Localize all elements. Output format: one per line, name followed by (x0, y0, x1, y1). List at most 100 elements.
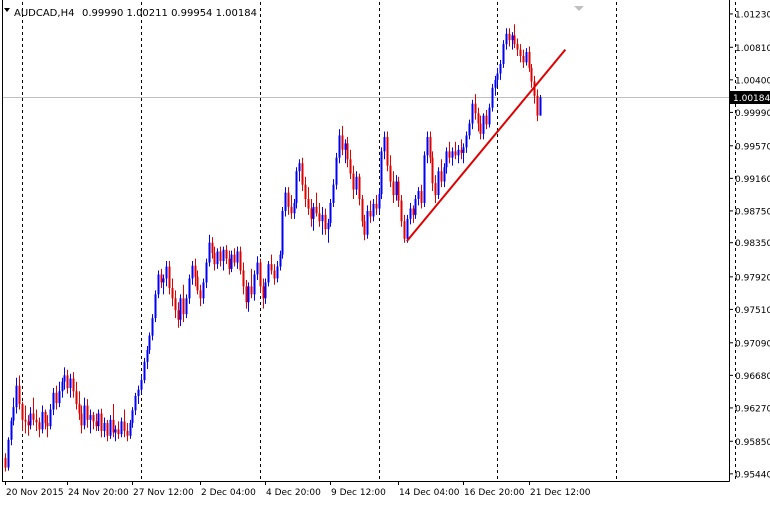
candle-body (345, 143, 347, 149)
candle-body (30, 413, 32, 425)
candle-body (248, 286, 250, 302)
candle-body (70, 379, 72, 389)
x-tick-label: 16 Dec 20:00 (464, 488, 525, 498)
candle-body (141, 380, 143, 390)
candle-body (104, 423, 106, 431)
candle-body (294, 203, 296, 213)
candle-body (512, 35, 514, 40)
candle-body (469, 124, 471, 136)
candle-body (226, 250, 228, 259)
x-tick-label: 2 Dec 04:00 (201, 488, 256, 498)
candle-body (452, 151, 454, 157)
candle-body (353, 174, 355, 190)
candle-body (107, 423, 109, 436)
candle-body (379, 194, 381, 208)
candle-body (328, 223, 330, 229)
candle-body (59, 391, 61, 403)
y-tick-label: 0.99570 (735, 142, 770, 152)
candle-body (486, 116, 488, 125)
y-tick-label: 0.97510 (735, 306, 770, 316)
candle-body (432, 158, 434, 183)
candle-body (424, 155, 426, 203)
y-tick-label: 0.98750 (735, 207, 770, 217)
candle-body (495, 80, 497, 88)
candle (381, 147, 383, 199)
candle-body (430, 137, 432, 158)
y-tick-label: 1.01230 (735, 10, 770, 20)
candle-body (186, 298, 188, 314)
candle-body (124, 421, 126, 431)
candle-body (356, 177, 358, 190)
candle-body (302, 163, 304, 184)
y-tick-label: 0.99160 (735, 175, 770, 185)
candle-body (336, 158, 338, 185)
candle-body (497, 73, 499, 79)
candle-body (212, 243, 214, 253)
y-tick-label: 0.96680 (735, 372, 770, 382)
candle-body (523, 56, 525, 62)
candle-body (76, 391, 78, 404)
candle-body (489, 108, 491, 125)
candle-body (396, 182, 398, 196)
candle-body (5, 458, 7, 468)
candle-body (158, 274, 160, 294)
candle-body (234, 255, 236, 263)
candle-body (33, 413, 35, 419)
candle-body (229, 259, 231, 269)
candle (296, 167, 298, 208)
candle-body (84, 406, 86, 426)
x-tick-label: 20 Nov 2015 (6, 488, 64, 498)
candle-body (113, 420, 115, 433)
candle-body (47, 423, 49, 426)
candle-body (291, 207, 293, 213)
candle-body (25, 420, 27, 422)
candle-body (537, 96, 539, 116)
candle-body (480, 124, 482, 134)
candle-body (376, 204, 378, 209)
candle-body (506, 34, 508, 44)
candle-body (517, 44, 519, 50)
candle-body (410, 209, 412, 219)
candle-body (299, 163, 301, 171)
candle-body (401, 201, 403, 222)
candle-body (461, 150, 463, 153)
y-tick-label: 0.97090 (735, 339, 770, 349)
candle (158, 270, 160, 298)
candle-body (223, 250, 225, 261)
candle-body (53, 393, 55, 410)
candle-body (370, 211, 372, 217)
candle-body (387, 137, 389, 166)
candle-body (87, 406, 89, 420)
candle-body (138, 390, 140, 396)
candle-body (441, 171, 443, 181)
candle-body (435, 183, 437, 195)
candle-body (11, 421, 13, 440)
candle-body (475, 104, 477, 114)
candle-body (313, 207, 315, 219)
candle-body (56, 393, 58, 403)
candle-body (251, 286, 253, 294)
candle-body (197, 277, 199, 291)
candle-body (398, 182, 400, 201)
candle (155, 290, 157, 322)
candle-body (359, 177, 361, 199)
symbol-label: AUDCAD,H4 (14, 8, 74, 19)
candle-body (449, 151, 451, 157)
candle-body (263, 286, 265, 298)
candle-body (274, 270, 276, 278)
candle-body (446, 151, 448, 167)
candle-body (466, 135, 468, 147)
candle-body (483, 116, 485, 134)
candle-body (288, 193, 290, 207)
candle (336, 153, 338, 190)
candle-body (415, 199, 417, 215)
candle-body (45, 412, 47, 423)
candle-body (231, 255, 233, 269)
candle-body (531, 68, 533, 82)
x-tick-label: 24 Nov 20:00 (68, 488, 129, 498)
x-tick-label: 27 Nov 12:00 (133, 488, 194, 498)
candle-body (503, 44, 505, 64)
candle-body (79, 404, 81, 414)
candle-body (240, 251, 242, 270)
